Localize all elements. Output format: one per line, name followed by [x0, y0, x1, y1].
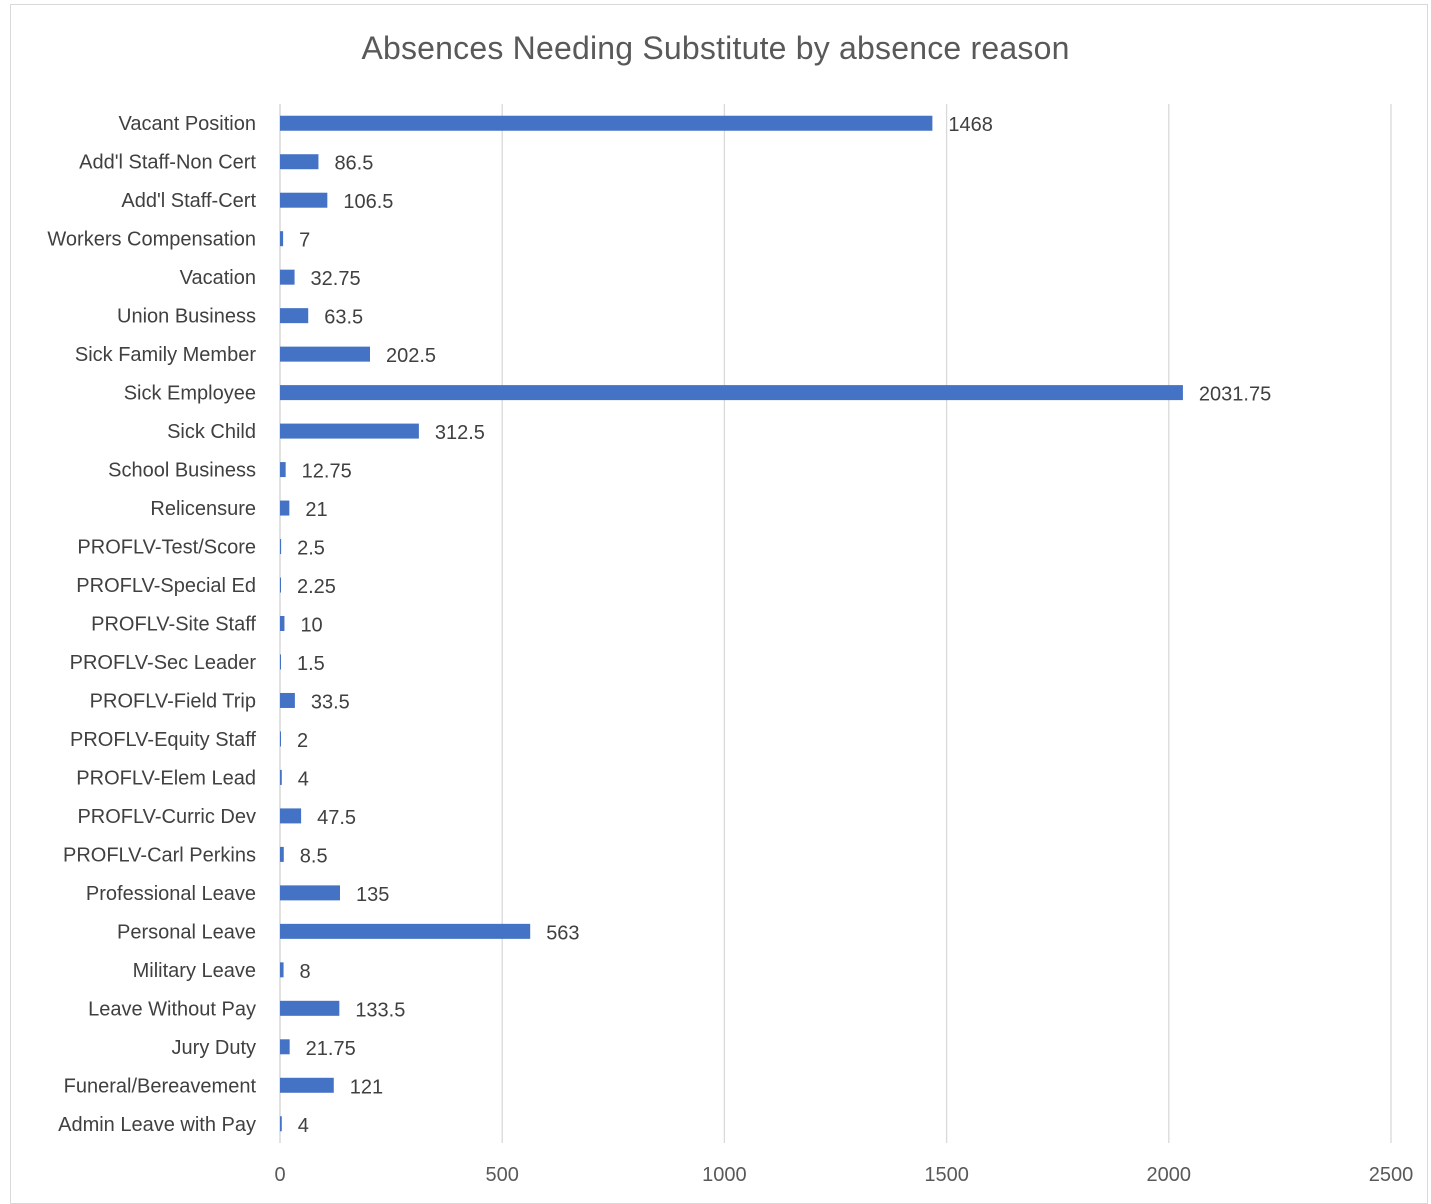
category-label: Admin Leave with Pay [58, 1114, 256, 1136]
x-tick-label: 500 [486, 1164, 519, 1186]
data-label: 7 [299, 230, 310, 252]
bar [280, 923, 531, 939]
bar [280, 462, 286, 478]
data-label: 133.5 [355, 999, 405, 1021]
bar [280, 385, 1183, 401]
category-label: Sick Family Member [75, 344, 256, 366]
chart-title: Absences Needing Substitute by absence r… [361, 30, 1070, 66]
data-label: 10 [300, 615, 322, 637]
data-label: 86.5 [334, 153, 373, 175]
bar [280, 231, 284, 247]
category-label: PROFLV-Site Staff [91, 614, 256, 636]
data-label: 1468 [948, 114, 993, 136]
x-tick-label: 0 [274, 1164, 285, 1186]
data-label: 2031.75 [1199, 384, 1271, 406]
category-label: Relicensure [150, 498, 256, 520]
bar [280, 654, 281, 670]
data-label: 47.5 [317, 807, 356, 829]
bar [280, 1077, 334, 1093]
bar [280, 616, 285, 631]
x-tick-label: 2000 [1147, 1164, 1192, 1186]
category-label: Sick Child [167, 421, 256, 443]
category-label: Funeral/Bereavement [64, 1075, 257, 1097]
data-label: 106.5 [343, 191, 393, 213]
bar [280, 154, 319, 170]
category-label: PROFLV-Elem Lead [76, 767, 256, 789]
x-tick-label: 1500 [924, 1164, 969, 1186]
category-label: PROFLV-Sec Leader [70, 652, 257, 674]
bars [280, 115, 1183, 1132]
category-label: PROFLV-Test/Score [77, 537, 256, 559]
data-label: 2 [297, 730, 308, 752]
bar [280, 962, 284, 978]
bar [280, 769, 282, 785]
category-label: Jury Duty [172, 1037, 256, 1059]
category-labels: Vacant Position Add'l Staff-Non Cert Add'l… [47, 113, 256, 1136]
category-label: Sick Employee [124, 383, 256, 405]
data-label: 202.5 [386, 345, 436, 367]
category-label: PROFLV-Special Ed [76, 575, 256, 597]
data-label: 135 [356, 884, 389, 906]
category-label: Union Business [117, 306, 256, 328]
data-label: 33.5 [311, 691, 350, 713]
category-label: PROFLV-Equity Staff [70, 729, 256, 751]
data-label: 63.5 [324, 307, 363, 329]
bar [280, 539, 282, 555]
gridlines [279, 104, 1392, 1143]
data-label: 4 [298, 1115, 309, 1137]
data-label: 2.5 [297, 538, 325, 560]
chart-frame [10, 4, 1428, 1204]
bar [280, 1039, 290, 1055]
bar [280, 1000, 340, 1016]
data-label: 121 [350, 1076, 383, 1098]
category-label: Personal Leave [117, 921, 256, 943]
bar [280, 192, 328, 208]
data-label: 21.75 [306, 1038, 356, 1060]
bar [280, 808, 302, 824]
data-label: 4 [298, 768, 309, 790]
x-tick-label: 2500 [1369, 1164, 1414, 1186]
data-label: 563 [546, 922, 579, 944]
bar [280, 308, 309, 324]
x-tick-label: 1000 [702, 1164, 747, 1186]
data-label: 8.5 [300, 845, 328, 867]
bar [280, 846, 284, 862]
bar [280, 115, 933, 131]
category-label: Military Leave [133, 960, 256, 982]
category-label: Add'l Staff-Non Cert [79, 152, 256, 174]
data-label: 21 [305, 499, 327, 521]
category-label: Workers Compensation [47, 229, 256, 251]
bar [280, 731, 281, 747]
data-label: 1.5 [297, 653, 325, 675]
category-label: School Business [108, 460, 256, 482]
data-label: 8 [300, 961, 311, 983]
bar [280, 577, 281, 593]
category-label: PROFLV-Field Trip [90, 690, 256, 712]
bar [280, 423, 419, 439]
bar [280, 885, 340, 901]
category-label: Leave Without Pay [88, 998, 256, 1020]
category-label: Vacant Position [119, 113, 257, 135]
x-tick-labels: 0 500 1000 1500 2000 2500 [274, 1164, 1413, 1186]
category-label: Vacation [180, 267, 256, 289]
category-label: PROFLV-Curric Dev [77, 806, 256, 828]
category-label: Professional Leave [86, 883, 256, 905]
bar [280, 1116, 282, 1132]
data-label: 32.75 [311, 268, 361, 290]
bar [280, 346, 370, 362]
data-label: 312.5 [435, 422, 485, 444]
category-label: PROFLV-Carl Perkins [63, 844, 256, 866]
bar [280, 692, 295, 708]
bar [280, 269, 295, 285]
data-labels: 1468 86.5 106.5 732.75 63.5 202.5 2031.75 312.5… [297, 114, 1271, 1137]
bar [280, 500, 290, 516]
data-label: 12.75 [302, 461, 352, 483]
category-label: Add'l Staff-Cert [121, 190, 256, 212]
data-label: 2.25 [297, 576, 336, 598]
